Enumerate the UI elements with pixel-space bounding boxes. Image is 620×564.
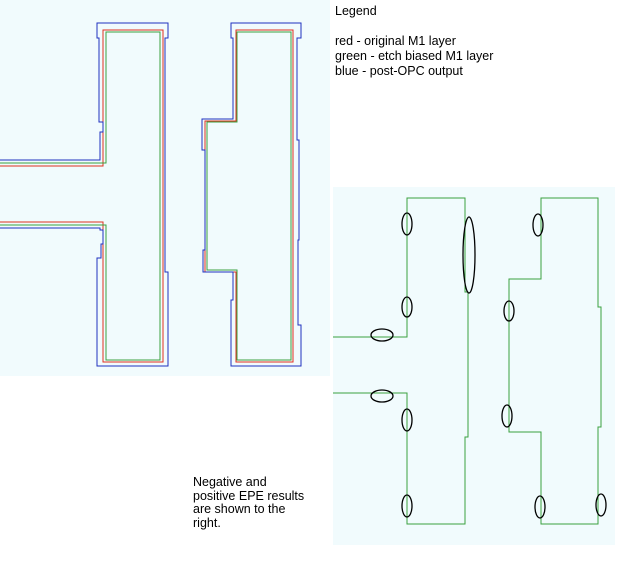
epe-marker: [370, 389, 394, 403]
panel-background: [333, 187, 615, 545]
epe-marker: [501, 404, 513, 428]
note-line: right.: [193, 515, 221, 530]
post-opc-left-feature: [0, 22, 169, 367]
epe-results-panel: [333, 187, 615, 545]
original-m1-layer: [0, 29, 294, 363]
etch-biased-contours: [333, 197, 602, 525]
epe-markers: [370, 212, 607, 519]
etch-biased-left-feature: [0, 31, 161, 361]
epe-marker: [401, 494, 413, 518]
biased-contour-right-feature: [508, 197, 602, 525]
note-line: are shown to the: [193, 502, 286, 516]
legend-item-green: green - etch biased M1 layer: [335, 49, 494, 63]
etch-biased-right-feature: [206, 31, 292, 361]
layout-contours-svg: [0, 0, 330, 376]
original-m1-left-feature: [0, 29, 164, 363]
legend: Legend red - original M1 layer green - e…: [335, 4, 493, 79]
epe-marker-long: [462, 216, 476, 294]
epe-results-svg: [333, 187, 615, 545]
epe-marker: [595, 493, 607, 517]
etch-biased-m1-layer: [0, 31, 292, 361]
epe-marker: [532, 213, 544, 237]
legend-title: Legend: [335, 4, 377, 18]
note-line: Negative and: [193, 475, 267, 489]
post-opc-layer: [0, 22, 302, 367]
post-opc-right-feature: [201, 22, 302, 367]
epe-marker: [503, 300, 515, 322]
biased-contour-left-feature: [333, 197, 469, 525]
legend-item-red: red - original M1 layer: [335, 34, 456, 48]
epe-marker: [401, 408, 413, 432]
layout-panel-left: [0, 0, 330, 376]
note-line: positive EPE results: [193, 488, 305, 503]
legend-item-blue: blue - post-OPC output: [335, 64, 463, 78]
epe-marker: [534, 495, 546, 519]
epe-marker: [401, 212, 413, 236]
epe-note: Negative and positive EPE results are sh…: [193, 475, 328, 530]
epe-marker: [401, 296, 413, 318]
original-m1-right-feature: [204, 29, 294, 363]
epe-marker: [370, 328, 394, 342]
